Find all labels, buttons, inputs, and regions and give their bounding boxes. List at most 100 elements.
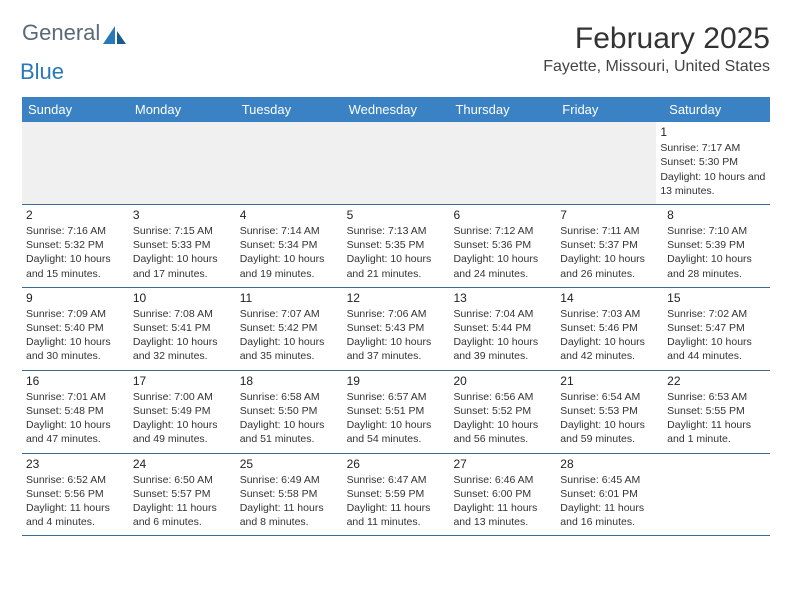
daylight-text: Daylight: 10 hours and 19 minutes.: [240, 252, 339, 280]
calendar-day-cell: 16Sunrise: 7:01 AMSunset: 5:48 PMDayligh…: [22, 371, 129, 453]
daylight-text: Daylight: 11 hours and 1 minute.: [667, 418, 766, 446]
calendar-empty-cell: [128, 122, 234, 204]
sunrise-text: Sunrise: 6:53 AM: [667, 390, 766, 404]
sunrise-text: Sunrise: 7:10 AM: [667, 224, 766, 238]
daylight-text: Daylight: 10 hours and 24 minutes.: [453, 252, 552, 280]
daylight-text: Daylight: 10 hours and 56 minutes.: [453, 418, 552, 446]
day-number: 17: [133, 373, 232, 389]
calendar-day-cell: 7Sunrise: 7:11 AMSunset: 5:37 PMDaylight…: [556, 205, 663, 287]
day-number: 21: [560, 373, 659, 389]
weekday-saturday: Saturday: [663, 97, 770, 122]
sunrise-text: Sunrise: 7:01 AM: [26, 390, 125, 404]
sunset-text: Sunset: 5:56 PM: [26, 487, 125, 501]
day-number: 15: [667, 290, 766, 306]
sunrise-text: Sunrise: 7:03 AM: [560, 307, 659, 321]
calendar-day-cell: 15Sunrise: 7:02 AMSunset: 5:47 PMDayligh…: [663, 288, 770, 370]
weekday-tuesday: Tuesday: [236, 97, 343, 122]
calendar-week-row: 16Sunrise: 7:01 AMSunset: 5:48 PMDayligh…: [22, 370, 770, 453]
day-number: 14: [560, 290, 659, 306]
day-number: 1: [660, 124, 766, 140]
day-number: 16: [26, 373, 125, 389]
day-number: 5: [347, 207, 446, 223]
calendar-day-cell: 8Sunrise: 7:10 AMSunset: 5:39 PMDaylight…: [663, 205, 770, 287]
day-number: 11: [240, 290, 339, 306]
sunrise-text: Sunrise: 6:54 AM: [560, 390, 659, 404]
sunset-text: Sunset: 5:55 PM: [667, 404, 766, 418]
day-number: 27: [453, 456, 552, 472]
sunset-text: Sunset: 5:32 PM: [26, 238, 125, 252]
day-number: 28: [560, 456, 659, 472]
calendar-day-cell: 12Sunrise: 7:06 AMSunset: 5:43 PMDayligh…: [343, 288, 450, 370]
sunset-text: Sunset: 5:49 PM: [133, 404, 232, 418]
calendar-day-cell: 22Sunrise: 6:53 AMSunset: 5:55 PMDayligh…: [663, 371, 770, 453]
sunset-text: Sunset: 5:58 PM: [240, 487, 339, 501]
calendar-day-cell: 9Sunrise: 7:09 AMSunset: 5:40 PMDaylight…: [22, 288, 129, 370]
sunrise-text: Sunrise: 7:06 AM: [347, 307, 446, 321]
sunrise-text: Sunrise: 7:02 AM: [667, 307, 766, 321]
sunrise-text: Sunrise: 6:52 AM: [26, 473, 125, 487]
sunrise-text: Sunrise: 7:13 AM: [347, 224, 446, 238]
page-header: General Blue February 2025 Fayette, Miss…: [22, 22, 770, 85]
daylight-text: Daylight: 10 hours and 28 minutes.: [667, 252, 766, 280]
calendar-week-row: 2Sunrise: 7:16 AMSunset: 5:32 PMDaylight…: [22, 204, 770, 287]
daylight-text: Daylight: 11 hours and 11 minutes.: [347, 501, 446, 529]
daylight-text: Daylight: 10 hours and 13 minutes.: [660, 170, 766, 198]
sunrise-text: Sunrise: 6:50 AM: [133, 473, 232, 487]
day-number: 26: [347, 456, 446, 472]
daylight-text: Daylight: 10 hours and 42 minutes.: [560, 335, 659, 363]
daylight-text: Daylight: 11 hours and 6 minutes.: [133, 501, 232, 529]
day-number: 2: [26, 207, 125, 223]
day-number: 10: [133, 290, 232, 306]
calendar-day-cell: 11Sunrise: 7:07 AMSunset: 5:42 PMDayligh…: [236, 288, 343, 370]
sunrise-text: Sunrise: 6:56 AM: [453, 390, 552, 404]
sunset-text: Sunset: 5:44 PM: [453, 321, 552, 335]
calendar-empty-cell: [663, 454, 770, 536]
sunrise-text: Sunrise: 7:11 AM: [560, 224, 659, 238]
calendar-day-cell: 25Sunrise: 6:49 AMSunset: 5:58 PMDayligh…: [236, 454, 343, 536]
calendar-day-cell: 26Sunrise: 6:47 AMSunset: 5:59 PMDayligh…: [343, 454, 450, 536]
sunrise-text: Sunrise: 7:12 AM: [453, 224, 552, 238]
daylight-text: Daylight: 10 hours and 26 minutes.: [560, 252, 659, 280]
weekday-friday: Friday: [556, 97, 663, 122]
daylight-text: Daylight: 10 hours and 32 minutes.: [133, 335, 232, 363]
day-number: 3: [133, 207, 232, 223]
sunrise-text: Sunrise: 7:07 AM: [240, 307, 339, 321]
calendar-day-cell: 24Sunrise: 6:50 AMSunset: 5:57 PMDayligh…: [129, 454, 236, 536]
daylight-text: Daylight: 10 hours and 47 minutes.: [26, 418, 125, 446]
sunrise-text: Sunrise: 7:00 AM: [133, 390, 232, 404]
logo-text-blue: Blue: [20, 59, 100, 85]
day-number: 18: [240, 373, 339, 389]
sunset-text: Sunset: 5:34 PM: [240, 238, 339, 252]
day-number: 13: [453, 290, 552, 306]
daylight-text: Daylight: 10 hours and 49 minutes.: [133, 418, 232, 446]
calendar-week-row: 23Sunrise: 6:52 AMSunset: 5:56 PMDayligh…: [22, 453, 770, 536]
sunrise-text: Sunrise: 6:46 AM: [453, 473, 552, 487]
calendar-day-cell: 1Sunrise: 7:17 AMSunset: 5:30 PMDaylight…: [656, 122, 770, 204]
day-number: 8: [667, 207, 766, 223]
calendar-day-cell: 13Sunrise: 7:04 AMSunset: 5:44 PMDayligh…: [449, 288, 556, 370]
daylight-text: Daylight: 11 hours and 8 minutes.: [240, 501, 339, 529]
sunset-text: Sunset: 5:37 PM: [560, 238, 659, 252]
day-number: 12: [347, 290, 446, 306]
sunset-text: Sunset: 5:47 PM: [667, 321, 766, 335]
sunset-text: Sunset: 6:01 PM: [560, 487, 659, 501]
calendar-day-cell: 5Sunrise: 7:13 AMSunset: 5:35 PMDaylight…: [343, 205, 450, 287]
sunrise-text: Sunrise: 6:45 AM: [560, 473, 659, 487]
weekday-thursday: Thursday: [449, 97, 556, 122]
sunset-text: Sunset: 5:42 PM: [240, 321, 339, 335]
sunset-text: Sunset: 5:40 PM: [26, 321, 125, 335]
weekday-header-row: Sunday Monday Tuesday Wednesday Thursday…: [22, 97, 770, 122]
calendar-empty-cell: [445, 122, 551, 204]
sunset-text: Sunset: 5:33 PM: [133, 238, 232, 252]
sunset-text: Sunset: 5:51 PM: [347, 404, 446, 418]
logo-text-general: General: [22, 20, 100, 45]
sunrise-text: Sunrise: 7:17 AM: [660, 141, 766, 155]
sunrise-text: Sunrise: 7:09 AM: [26, 307, 125, 321]
daylight-text: Daylight: 11 hours and 16 minutes.: [560, 501, 659, 529]
calendar-day-cell: 23Sunrise: 6:52 AMSunset: 5:56 PMDayligh…: [22, 454, 129, 536]
daylight-text: Daylight: 10 hours and 54 minutes.: [347, 418, 446, 446]
sunset-text: Sunset: 5:41 PM: [133, 321, 232, 335]
sunrise-text: Sunrise: 7:04 AM: [453, 307, 552, 321]
calendar-day-cell: 14Sunrise: 7:03 AMSunset: 5:46 PMDayligh…: [556, 288, 663, 370]
calendar-grid: 1Sunrise: 7:17 AMSunset: 5:30 PMDaylight…: [22, 122, 770, 536]
